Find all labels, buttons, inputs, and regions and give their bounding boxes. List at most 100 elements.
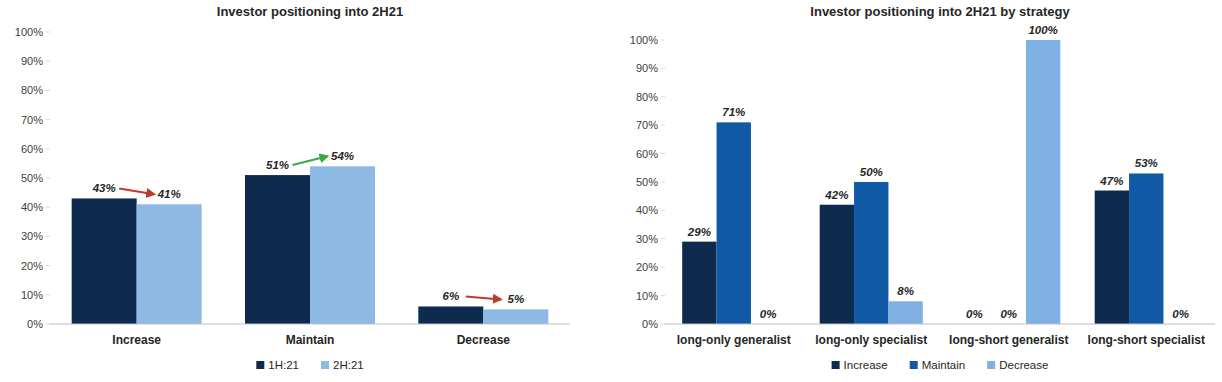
data-labels: 29%42%0%47%71%50%0%53%0%8%100%0%: [687, 24, 1189, 320]
y-tick-label: 40%: [21, 201, 43, 213]
y-tick: [46, 90, 50, 91]
data-label: 0%: [1000, 308, 1017, 320]
legend-swatch: [910, 361, 918, 369]
data-label: 6%: [443, 290, 460, 302]
y-tick-label: 100%: [630, 34, 658, 46]
y-tick-label: 30%: [21, 230, 43, 242]
y-tick: [46, 148, 50, 149]
legend-label: 1H:21: [268, 359, 299, 371]
x-axis: [665, 324, 1215, 325]
bar: [72, 198, 137, 324]
y-tick-label: 30%: [636, 233, 658, 245]
bar: [888, 301, 922, 324]
change-arrow: [119, 188, 154, 194]
legend-label: Decrease: [999, 359, 1048, 371]
data-label: 0%: [966, 308, 983, 320]
bar: [1095, 191, 1129, 324]
y-tick-label: 60%: [21, 143, 43, 155]
x-tick-label: long-only specialist: [815, 333, 927, 347]
y-tick: [46, 178, 50, 179]
y-tick: [661, 125, 665, 126]
data-label: 54%: [331, 150, 354, 162]
legend-swatch: [832, 361, 840, 369]
bar: [1026, 40, 1060, 324]
x-tick-label: long-short specialist: [1088, 333, 1205, 347]
y-tick-label: 70%: [21, 114, 43, 126]
y-tick: [661, 324, 665, 325]
y-tick: [661, 238, 665, 239]
data-label: 5%: [508, 293, 525, 305]
legend-label: Increase: [844, 359, 888, 371]
data-label: 8%: [897, 285, 914, 297]
data-label: 53%: [1135, 157, 1158, 169]
legend-swatch: [987, 361, 995, 369]
y-tick-label: 90%: [21, 55, 43, 67]
y-tick-label: 10%: [636, 290, 658, 302]
y-tick-label: 100%: [15, 26, 43, 38]
y-tick: [46, 119, 50, 120]
change-arrow: [466, 296, 501, 299]
chart: Investor positioning into 2H21 0% 10% 20% 30…: [15, 4, 570, 371]
y-tick-label: 90%: [636, 62, 658, 74]
chart-title: Investor positioning into 2H21 by strate…: [810, 4, 1070, 19]
bar: [717, 122, 751, 324]
y-tick: [661, 40, 665, 41]
y-tick-label: 0%: [642, 318, 658, 330]
bar: [682, 242, 716, 324]
bar: [418, 306, 483, 324]
y-tick: [46, 32, 50, 33]
data-label: 43%: [92, 182, 116, 194]
data-label: 0%: [760, 308, 777, 320]
x-tick-label: Decrease: [457, 333, 511, 347]
y-tick-label: 80%: [636, 91, 658, 103]
legend-label: 2H:21: [333, 359, 364, 371]
bar: [854, 182, 888, 324]
y-tick: [661, 153, 665, 154]
y-tick-label: 20%: [636, 261, 658, 273]
bar: [137, 204, 202, 324]
y-tick-label: 70%: [636, 119, 658, 131]
legend-swatch: [321, 361, 329, 369]
chart-title: Investor positioning into 2H21: [217, 4, 403, 19]
legend: 1H:21 2H:21: [256, 359, 363, 371]
change-arrow: [293, 156, 328, 165]
y-tick: [46, 265, 50, 266]
y-tick: [46, 236, 50, 237]
chart: Investor positioning into 2H21 by strate…: [630, 4, 1215, 371]
y-tick-label: 50%: [636, 176, 658, 188]
y-tick-label: 10%: [21, 289, 43, 301]
x-tick-label: Increase: [112, 333, 161, 347]
y-tick-label: 40%: [636, 204, 658, 216]
data-label: 42%: [824, 189, 848, 201]
x-tick-label: long-short generalist: [949, 333, 1068, 347]
chart-canvas: Investor positioning into 2H21 0% 10% 20% 30…: [0, 0, 1222, 382]
y-tick: [661, 295, 665, 296]
bars: [682, 40, 1163, 324]
bar: [820, 205, 854, 324]
data-labels: 43% 51% 6% 41% 54% 5%: [92, 150, 524, 305]
y-tick: [46, 294, 50, 295]
x-axis: [50, 324, 570, 325]
bar: [245, 175, 310, 324]
y-tick: [661, 182, 665, 183]
data-label: 47%: [1099, 175, 1123, 187]
y-tick: [661, 267, 665, 268]
legend-swatch: [256, 361, 264, 369]
bar: [483, 309, 548, 324]
y-tick-label: 50%: [21, 172, 43, 184]
y-tick-label: 20%: [21, 260, 43, 272]
legend-label: Maintain: [922, 359, 965, 371]
data-label: 100%: [1028, 24, 1057, 36]
bar: [310, 166, 375, 324]
data-label: 50%: [860, 166, 883, 178]
data-label: 0%: [1172, 308, 1189, 320]
y-tick: [46, 324, 50, 325]
data-label: 41%: [157, 188, 181, 200]
data-label: 51%: [266, 159, 289, 171]
legend: Increase Maintain Decrease: [832, 359, 1049, 371]
y-tick: [661, 68, 665, 69]
y-tick: [661, 210, 665, 211]
bar: [1129, 173, 1163, 324]
y-tick-label: 0%: [27, 318, 43, 330]
y-tick: [661, 96, 665, 97]
